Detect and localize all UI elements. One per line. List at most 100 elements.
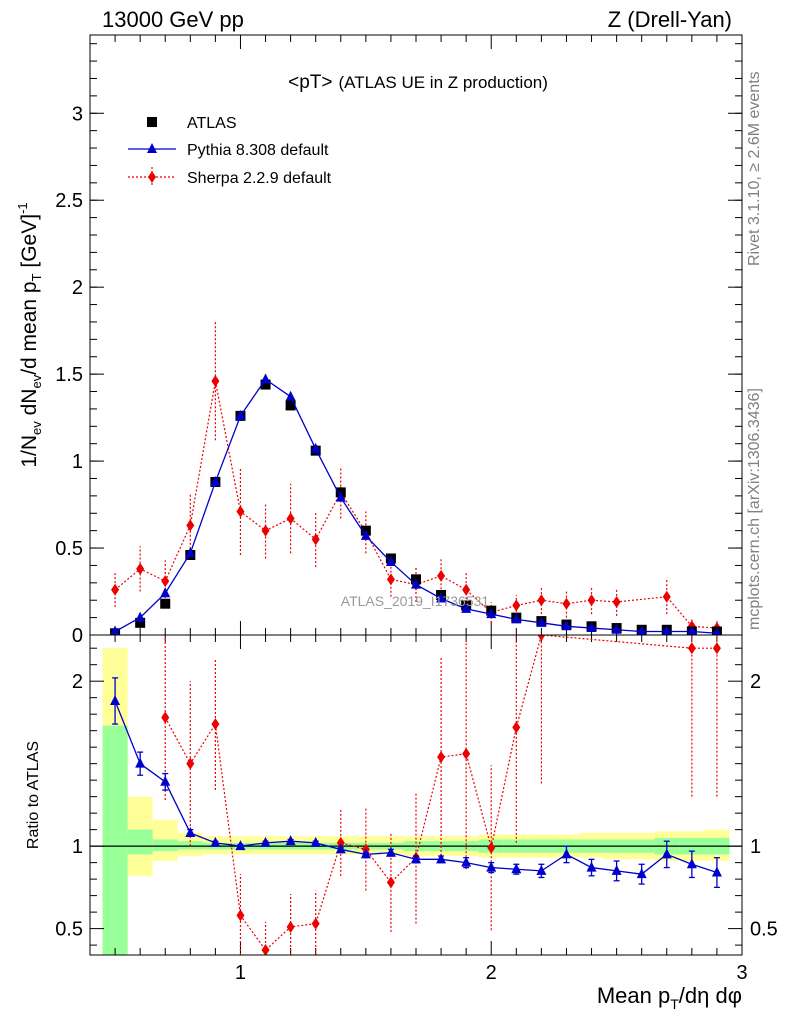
x-tick-label: 2 xyxy=(486,962,497,984)
ratio-pythia-point xyxy=(285,835,296,846)
sherpa-point xyxy=(211,375,220,388)
ratio-sherpa-point xyxy=(161,711,170,724)
ratio-series-sherpa xyxy=(161,635,721,955)
watermark-label: ATLAS_2019_I1736531 xyxy=(341,593,490,609)
ratio-pythia-point xyxy=(611,864,622,875)
plot-title: <pT> (ATLAS UE in Z production) xyxy=(288,72,548,93)
pythia-point xyxy=(536,616,547,627)
series-sherpa xyxy=(111,321,721,635)
header-right: Z (Drell-Yan) xyxy=(608,7,732,32)
main-y-tick-label: 3 xyxy=(72,103,83,125)
pythia-point xyxy=(511,613,522,624)
main-series xyxy=(110,321,722,635)
main-y-tick-label: 0 xyxy=(72,625,83,647)
header-left: 13000 GeV pp xyxy=(102,7,244,32)
legend: ATLAS Pythia 8.308 default Sherpa 2.2.9 … xyxy=(128,115,332,187)
pythia-point xyxy=(360,529,371,540)
sherpa-point xyxy=(186,519,195,532)
sherpa-point xyxy=(437,569,446,582)
ratio-pythia-point xyxy=(411,853,421,864)
pythia-point xyxy=(160,587,171,598)
ratio-pythia-point xyxy=(436,853,447,864)
ratio-sherpa-point xyxy=(311,917,320,930)
pythia-point xyxy=(436,592,447,603)
plot-title-sub: (ATLAS UE in Z production) xyxy=(338,73,547,92)
pythia-point xyxy=(713,627,721,635)
x-axis-label: Mean pT/dη dφ xyxy=(597,983,742,1012)
sherpa-point xyxy=(612,595,621,608)
atlas-point xyxy=(285,400,296,411)
ratio-pythia-point xyxy=(711,866,722,877)
ratio-pythia-point xyxy=(586,861,597,872)
ratio-y-tick-label-left: 0.5 xyxy=(55,919,83,941)
pythia-point xyxy=(260,373,271,384)
ratio-y-tick-label-right: 2 xyxy=(750,671,761,693)
sherpa-point xyxy=(562,597,571,610)
atlas-point xyxy=(160,598,171,609)
ratio-sherpa-point xyxy=(462,747,471,760)
series-pythia xyxy=(110,373,721,635)
x-tick-label: 3 xyxy=(736,962,747,984)
main-y-tick-label: 1.5 xyxy=(55,364,83,386)
sherpa-point xyxy=(662,590,671,603)
stat-uncertainty-band xyxy=(102,725,128,955)
sherpa-point xyxy=(386,573,395,586)
pythia-point xyxy=(561,620,572,631)
ratio-pythia-point xyxy=(511,863,522,874)
sherpa-point xyxy=(537,594,546,607)
stat-uncertainty-band xyxy=(127,829,153,855)
sherpa-point xyxy=(311,533,320,546)
ratio-pythia-point xyxy=(636,868,647,879)
mcplots-label: mcplots.cern.ch [arXiv:1306.3436] xyxy=(746,388,763,630)
sherpa-point xyxy=(236,505,245,518)
pythia-point xyxy=(310,442,321,453)
sherpa-point xyxy=(462,583,471,596)
pythia-point xyxy=(135,611,146,622)
ratio-pythia-point xyxy=(135,757,146,768)
ratio-sherpa-point xyxy=(186,757,195,770)
ratio-panel-frame xyxy=(89,634,743,956)
ratio-sherpa-point xyxy=(261,944,270,955)
pythia-point xyxy=(110,625,120,635)
ratio-pythia-point xyxy=(260,836,271,847)
main-panel: 0 0.5 1 1.5 2 2.5 3 xyxy=(55,35,743,647)
ratio-pythia-point xyxy=(561,848,572,859)
main-y-tick-label: 2 xyxy=(72,277,83,299)
ratio-pythia-point xyxy=(235,840,246,851)
atlas-point xyxy=(135,617,146,628)
ratio-pythia-point xyxy=(486,861,497,872)
sherpa-point xyxy=(136,562,145,575)
ratio-sherpa-point xyxy=(712,642,721,655)
ratio-pythia-point xyxy=(661,848,672,859)
legend-marker-sherpa xyxy=(148,171,156,183)
sherpa-point xyxy=(111,583,120,596)
x-tick-label: 1 xyxy=(235,962,246,984)
legend-label-atlas: ATLAS xyxy=(187,115,237,132)
stat-uncertainty-band xyxy=(152,839,178,852)
pythia-point xyxy=(411,578,421,589)
ratio-sherpa-point xyxy=(537,635,546,641)
ratio-y-tick-label-left: 2 xyxy=(72,671,83,693)
ratio-pythia-point xyxy=(210,836,221,847)
ratio-pythia-point xyxy=(160,775,171,786)
sherpa-point xyxy=(261,524,270,537)
sherpa-point xyxy=(286,512,295,525)
pythia-point xyxy=(335,491,346,502)
pythia-point xyxy=(210,475,221,486)
ratio-pythia-point xyxy=(360,848,371,859)
legend-marker-atlas xyxy=(147,117,157,127)
ratio-y-axis-label: Ratio to ATLAS xyxy=(25,741,42,849)
pythia-point xyxy=(486,608,497,619)
legend-marker-pythia xyxy=(147,143,157,153)
ratio-pythia-point xyxy=(686,858,697,869)
main-y-tick-label: 2.5 xyxy=(55,190,83,212)
pythia-point xyxy=(586,622,597,633)
ratio-panel: 0.5 0.5 1 1 2 2 1 2 3 xyxy=(55,635,778,984)
pythia-point xyxy=(662,625,672,635)
ratio-pythia-point xyxy=(185,826,196,837)
main-y-axis-label: 1/Nev dNev/d mean pT [GeV]-1 xyxy=(15,202,44,467)
sherpa-point xyxy=(161,575,170,588)
ratio-sherpa-point xyxy=(386,876,395,889)
pythia-point xyxy=(461,602,472,613)
